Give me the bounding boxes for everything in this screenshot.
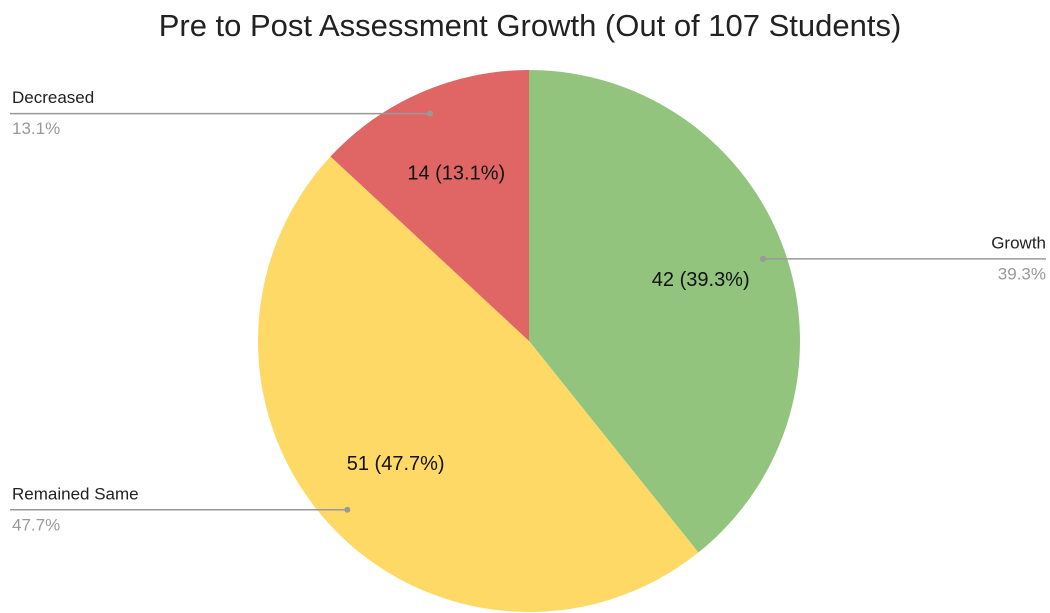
slice-label: 51 (47.7%) [347,453,445,475]
legend-label: Growth [991,233,1046,252]
callout-dot [759,255,766,262]
legend-label: Remained Same [12,484,139,503]
pie-slice [529,70,801,553]
callout-dot [426,110,433,117]
callout-dot [344,506,351,513]
slice-label: 14 (13.1%) [407,162,505,184]
pie-slice [257,156,699,613]
percent-label: 13.1% [12,119,60,138]
pie-slice [330,70,529,341]
percent-label: 47.7% [12,515,60,534]
slice-label: 42 (39.3%) [652,269,750,291]
chart-title: Pre to Post Assessment Growth (Out of 10… [159,8,902,43]
legend-label: Decreased [12,88,94,107]
percent-label: 39.3% [998,264,1046,283]
